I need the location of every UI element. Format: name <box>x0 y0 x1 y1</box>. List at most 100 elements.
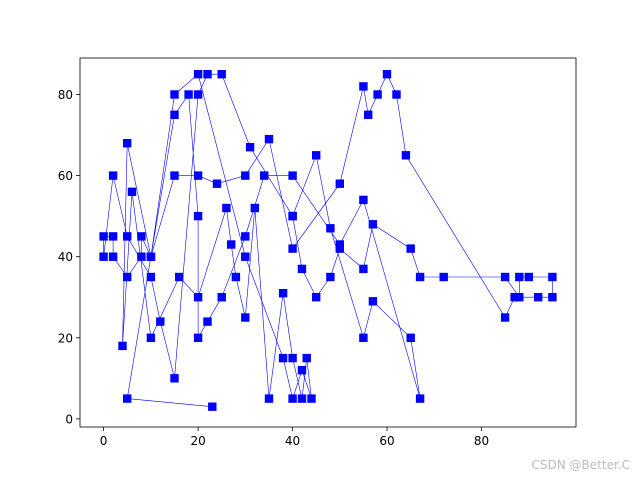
data-point-marker <box>193 90 203 99</box>
data-point-marker <box>108 171 118 180</box>
data-point-marker <box>326 224 335 233</box>
data-point-marker <box>278 353 288 363</box>
data-point-marker <box>146 333 156 342</box>
data-point-marker <box>217 70 226 79</box>
data-point-marker <box>288 353 297 363</box>
y-axis: 0 20 40 60 80 <box>58 88 80 426</box>
data-point-marker <box>500 272 510 282</box>
watermark: CSDN @Better.C <box>531 458 630 472</box>
data-point-marker <box>415 272 425 282</box>
data-point-marker <box>175 272 184 282</box>
data-point-marker <box>250 203 259 213</box>
data-point-marker <box>368 297 378 306</box>
data-point-marker <box>264 134 274 144</box>
data-point-marker <box>359 82 368 91</box>
data-point-marker <box>123 232 132 241</box>
data-point-marker <box>245 143 255 152</box>
data-point-marker <box>99 232 108 241</box>
data-point-marker <box>288 394 297 403</box>
x-axis: 0 20 40 60 80 <box>100 427 489 448</box>
x-tick-label: 20 <box>190 434 205 448</box>
data-point-marker <box>222 203 231 213</box>
data-point-marker <box>534 293 543 302</box>
data-point-marker <box>184 90 193 99</box>
data-point-marker <box>170 171 179 180</box>
data-point-marker <box>359 264 368 274</box>
x-tick-label: 0 <box>100 434 108 448</box>
x-tick-label: 80 <box>474 434 489 448</box>
data-point-marker <box>415 394 425 403</box>
data-point-marker <box>123 139 132 148</box>
data-point-marker <box>312 151 321 160</box>
data-point-marker <box>288 244 297 253</box>
data-point-marker <box>515 272 524 282</box>
data-point-marker <box>137 252 146 261</box>
data-point-marker <box>364 110 373 119</box>
data-point-marker <box>193 70 203 79</box>
data-point-marker <box>123 394 132 403</box>
x-tick-label: 40 <box>285 434 300 448</box>
data-point-marker <box>227 240 236 249</box>
data-point-marker <box>302 353 311 363</box>
data-point-marker <box>241 171 250 180</box>
data-point-marker <box>307 394 316 403</box>
data-point-marker <box>146 252 156 261</box>
data-point-marker <box>439 272 448 282</box>
data-point-marker <box>326 272 335 282</box>
data-point-marker <box>137 232 146 241</box>
data-point-marker <box>278 289 288 298</box>
data-point-marker <box>312 293 321 302</box>
data-point-marker <box>146 272 156 282</box>
data-point-marker <box>108 232 118 241</box>
data-point-marker <box>264 394 274 403</box>
data-point-marker <box>401 151 411 160</box>
data-point-marker <box>241 232 250 241</box>
data-point-marker <box>548 272 557 282</box>
data-point-marker <box>241 252 250 261</box>
data-point-marker <box>127 187 137 196</box>
data-point-marker <box>217 293 226 302</box>
x-tick-label: 60 <box>379 434 394 448</box>
data-point-marker <box>203 317 212 326</box>
data-point-marker <box>392 90 401 99</box>
data-point-marker <box>359 333 368 342</box>
data-point-marker <box>193 333 203 342</box>
data-point-marker <box>208 402 217 411</box>
data-point-marker <box>118 341 127 351</box>
y-tick-label: 0 <box>65 412 73 426</box>
data-point-marker <box>170 110 179 119</box>
data-point-marker <box>156 317 165 326</box>
data-point-marker <box>373 90 382 99</box>
data-point-marker <box>548 293 557 302</box>
data-point-marker <box>359 195 368 205</box>
data-point-marker <box>382 70 392 79</box>
data-point-marker <box>297 394 307 403</box>
data-point-marker <box>368 220 378 229</box>
data-point-marker <box>288 211 297 221</box>
data-point-marker <box>335 244 344 253</box>
data-point-marker <box>335 179 344 188</box>
y-tick-label: 60 <box>58 169 73 183</box>
data-point-marker <box>406 333 415 342</box>
data-point-marker <box>193 293 203 302</box>
data-point-marker <box>241 313 250 322</box>
series-line <box>103 73 553 407</box>
data-point-marker <box>297 366 307 375</box>
data-point-marker <box>212 179 222 188</box>
data-point-marker <box>524 272 533 282</box>
data-point-marker <box>99 252 108 261</box>
data-point-marker <box>500 313 510 322</box>
y-tick-label: 20 <box>58 331 73 345</box>
plot-frame <box>79 57 577 428</box>
y-tick-label: 80 <box>58 88 73 102</box>
data-point-marker <box>288 171 297 180</box>
data-point-marker <box>406 244 415 253</box>
series-line-group <box>103 73 553 407</box>
data-point-marker <box>123 272 132 282</box>
series-marker-group <box>99 70 557 411</box>
data-point-marker <box>203 70 212 79</box>
data-point-marker <box>170 90 179 99</box>
data-point-marker <box>260 171 269 180</box>
